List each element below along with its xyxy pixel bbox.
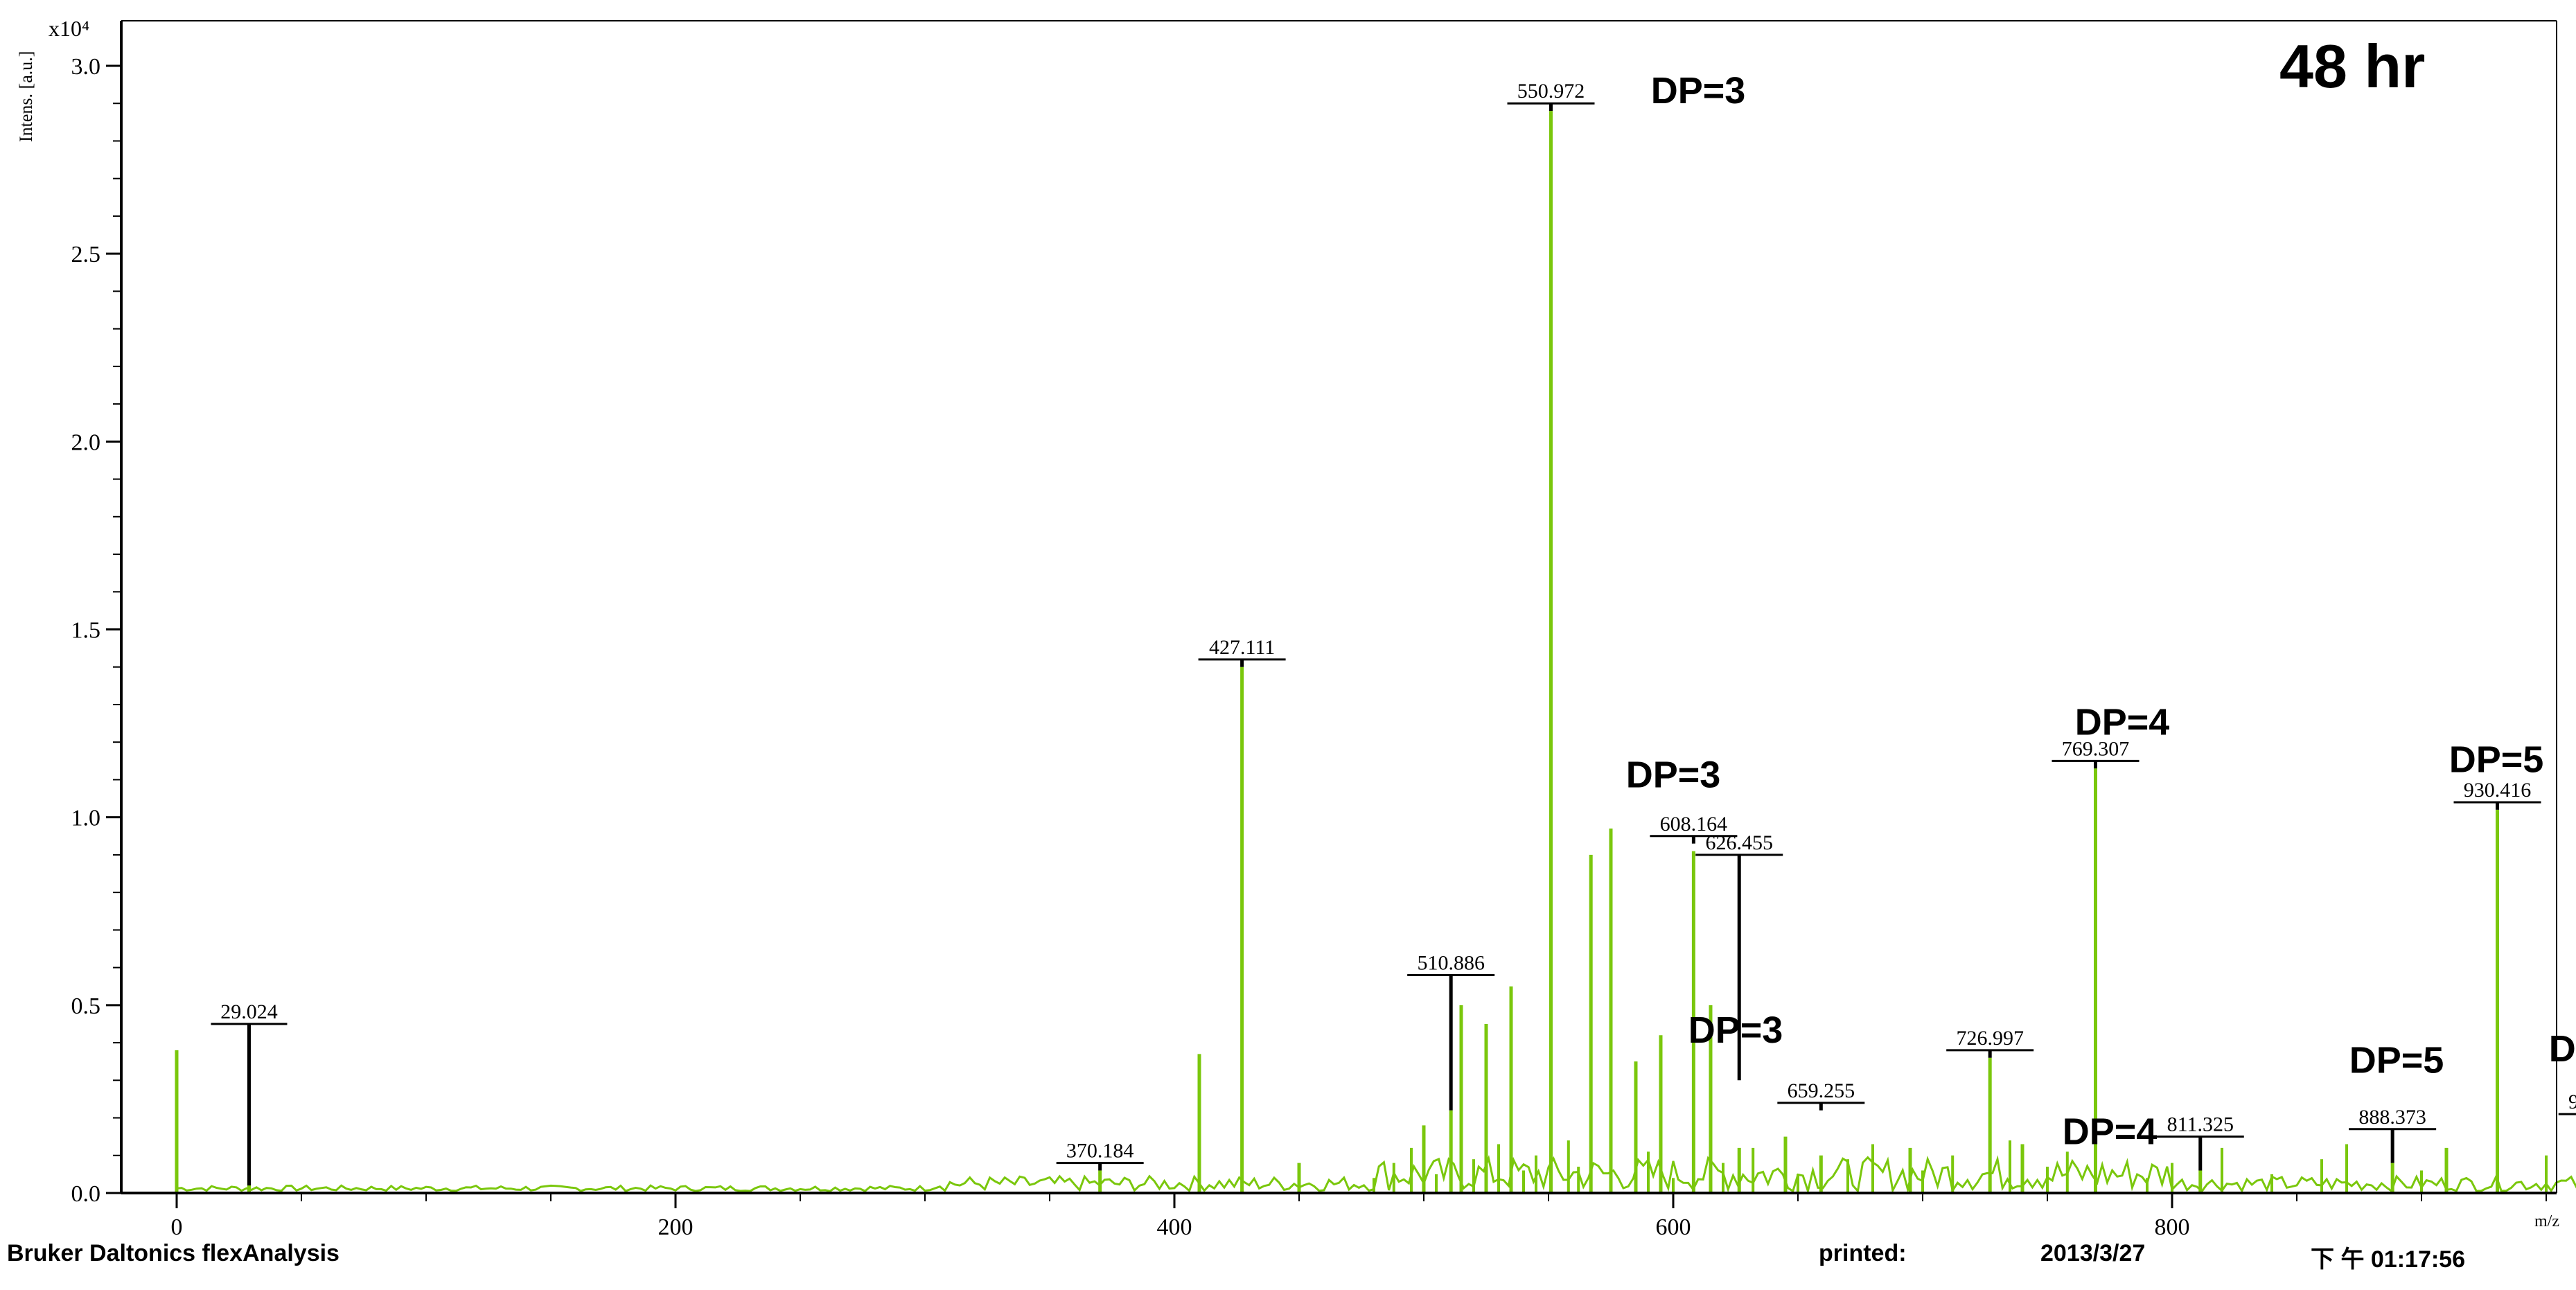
x-axis-label: m/z: [2534, 1212, 2559, 1230]
dp-annotation: DP=4: [2075, 701, 2170, 743]
printed-date: 2013/3/27: [2040, 1240, 2146, 1266]
y-tick-label: 3.0: [71, 54, 101, 80]
software-name: Bruker Daltonics flexAnalysis: [7, 1240, 339, 1266]
baseline-noise: [175, 1155, 2576, 1195]
dp-annotation: DP=5: [2449, 739, 2544, 781]
dp-annotation: DP=5: [2349, 1039, 2444, 1081]
x-tick-label: 0: [171, 1214, 183, 1240]
dp-annotation: DP=5: [2549, 1028, 2576, 1070]
x-tick-label: 400: [1157, 1214, 1192, 1240]
printed-time: 下 午 01:17:56: [2311, 1246, 2465, 1273]
dp-annotation: DP=3: [1688, 1009, 1783, 1051]
y-axis-multiplier: x10⁴: [48, 16, 89, 41]
peak-mz-label: 370.184: [1066, 1140, 1134, 1163]
peak-mz-label: 972.434: [2568, 1090, 2576, 1113]
peak-mz-label: 888.373: [2358, 1106, 2426, 1129]
y-tick-label: 0.0: [71, 1181, 101, 1207]
peak-mz-label: 626.455: [1705, 831, 1773, 854]
sample-time-label: 48 hr: [2279, 32, 2426, 100]
y-tick-label: 1.5: [71, 618, 101, 644]
axis-ticks: 0200400600800100012001400160018000.00.51…: [71, 54, 2547, 1240]
peak-mz-label: 726.997: [1956, 1027, 2024, 1050]
y-tick-label: 2.0: [71, 430, 101, 455]
peak-mz-label: 659.255: [1788, 1079, 1855, 1102]
peak-mz-label: 550.972: [1517, 80, 1585, 103]
peak-mz-label: 769.307: [2062, 737, 2130, 760]
y-tick-label: 0.5: [71, 993, 101, 1019]
spectrum-peaks: [175, 111, 2548, 1193]
dp-annotations: DP=3DP=3DP=3DP=4DP=4DP=5DP=5DP=5DP=6DP=6…: [1626, 70, 2576, 1152]
dp-annotation: DP=4: [2063, 1111, 2158, 1152]
peak-mz-label: 427.111: [1209, 636, 1275, 659]
printed-label: printed:: [1819, 1240, 1907, 1266]
y-axis-label: Intens. [a.u.]: [16, 51, 36, 142]
dp-annotation: DP=3: [1651, 70, 1746, 112]
y-tick-label: 2.5: [71, 242, 101, 267]
peak-mz-label: 608.164: [1660, 813, 1728, 836]
peak-mz-label: 811.325: [2167, 1113, 2234, 1136]
dp-annotation: DP=3: [1626, 754, 1721, 795]
x-tick-label: 600: [1656, 1214, 1691, 1240]
x-tick-label: 200: [658, 1214, 694, 1240]
peak-labels: 29.024 370.184 427.111 510.886 550.972 608.16…: [211, 80, 2576, 1186]
x-tick-label: 800: [2155, 1214, 2190, 1240]
baseline-trace: [175, 1155, 2576, 1195]
peak-mz-label: 510.886: [1417, 951, 1485, 974]
axes: [120, 20, 2557, 1194]
y-tick-label: 1.0: [71, 806, 101, 831]
peak-mz-label: 29.024: [220, 1000, 278, 1023]
peak-mz-label: 930.416: [2464, 779, 2532, 802]
